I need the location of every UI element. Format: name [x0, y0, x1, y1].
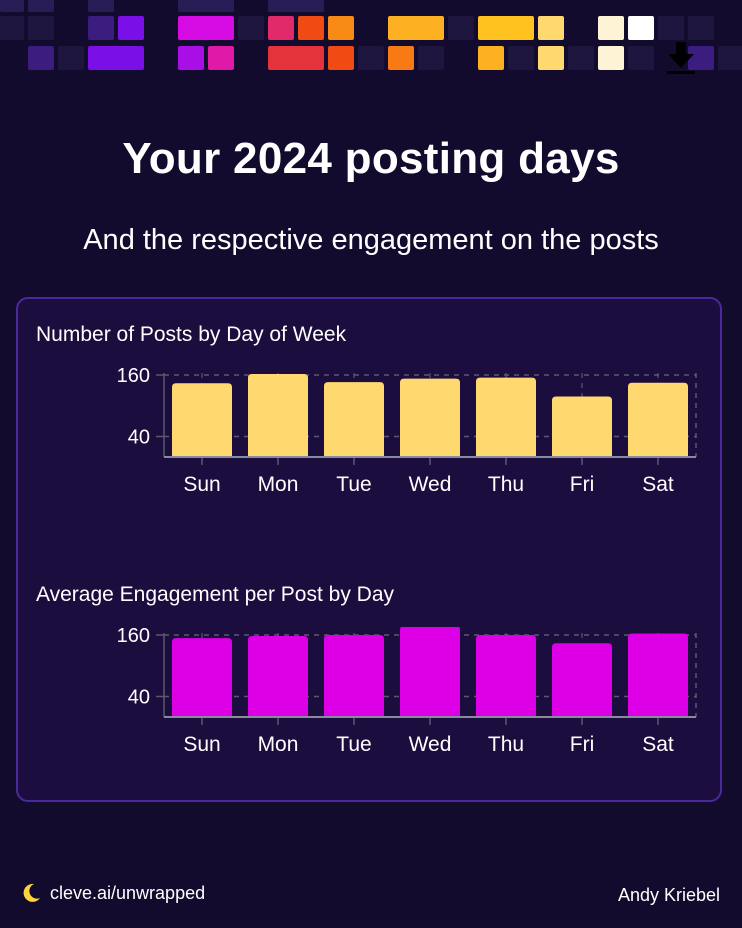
mosaic-tile [478, 46, 504, 70]
bar-mon [248, 636, 308, 717]
x-tick-label: Tue [336, 473, 371, 496]
bar-sat [628, 633, 688, 717]
x-tick-label: Sat [642, 473, 674, 496]
mosaic-tile [118, 16, 144, 40]
mosaic-tile [0, 16, 24, 40]
mosaic-tile [358, 46, 384, 70]
mosaic-tile [508, 46, 534, 70]
posts-chart-title: Number of Posts by Day of Week [36, 323, 347, 346]
x-tick-label: Sun [183, 473, 220, 496]
page-subtitle: And the respective engagement on the pos… [83, 224, 659, 256]
mosaic-tile [28, 16, 54, 40]
bar-wed [400, 627, 460, 717]
bar-thu [476, 377, 536, 457]
mosaic-tile [568, 46, 594, 70]
download-button[interactable] [664, 40, 698, 76]
mosaic-tile [178, 16, 234, 40]
mosaic-tile [208, 46, 234, 70]
mosaic-tile [268, 16, 294, 40]
mosaic-tile [298, 16, 324, 40]
mosaic-tile [388, 16, 444, 40]
x-tick-label: Tue [336, 733, 371, 756]
download-icon [667, 42, 695, 74]
mosaic-tile [658, 16, 684, 40]
charts-panel: Number of Posts by Day of Week 40 160 Sun M… [16, 297, 722, 802]
mosaic-tile [0, 0, 24, 12]
mosaic-tile [718, 46, 742, 70]
x-tick-label: Thu [488, 473, 524, 496]
x-tick-label: Wed [409, 733, 452, 756]
mosaic-tile [598, 16, 624, 40]
mosaic-tile [88, 0, 114, 12]
x-tick-label: Fri [570, 733, 595, 756]
mosaic-tile [88, 16, 114, 40]
y-tick-label: 160 [117, 627, 150, 647]
bar-fri [552, 643, 612, 717]
bar-tue [324, 382, 384, 457]
mosaic-tile [688, 46, 714, 70]
mosaic-tile [418, 46, 444, 70]
mosaic-tile [478, 16, 534, 40]
posts-by-day-chart: 40 160 Sun Mon Tue Wed Thu Fri Sat [117, 367, 697, 496]
mosaic-tile [28, 46, 54, 70]
x-tick-label: Sat [642, 733, 674, 756]
decorative-mosaic-banner [0, 0, 742, 70]
bar-fri [552, 396, 612, 457]
mosaic-tile [268, 46, 324, 70]
mosaic-tile [328, 46, 354, 70]
mosaic-tile [538, 16, 564, 40]
bar-sun [172, 383, 232, 457]
mosaic-tile [238, 16, 264, 40]
x-tick-label: Thu [488, 733, 524, 756]
x-tick-label: Fri [570, 473, 595, 496]
mosaic-tile [88, 46, 144, 70]
x-tick-label: Wed [409, 473, 452, 496]
mosaic-tile [328, 16, 354, 40]
bar-sat [628, 382, 688, 457]
bar-wed [400, 378, 460, 457]
y-tick-label: 40 [128, 687, 150, 709]
mosaic-tile [178, 0, 234, 12]
bar-sun [172, 638, 232, 717]
footer-link-text: cleve.ai/unwrapped [50, 882, 206, 903]
bar-tue [324, 635, 384, 717]
y-tick-label: 40 [128, 427, 150, 449]
moon-logo-icon [23, 883, 40, 902]
bar-thu [476, 635, 536, 717]
x-tick-label: Mon [258, 733, 299, 756]
bar-mon [248, 373, 308, 457]
mosaic-tile [628, 16, 654, 40]
engagement-by-day-chart: 40 160 Sun Mon Tue Wed Thu Fri Sat [117, 627, 697, 756]
author-name: Andy Kriebel [617, 885, 720, 905]
engagement-chart-title: Average Engagement per Post by Day [36, 583, 394, 606]
mosaic-tile [598, 46, 624, 70]
mosaic-tile [268, 0, 324, 12]
mosaic-tile [178, 46, 204, 70]
footer-link[interactable]: cleve.ai/unwrapped [20, 882, 205, 904]
mosaic-tile [28, 0, 54, 12]
mosaic-tile [58, 46, 84, 70]
mosaic-tile [388, 46, 414, 70]
y-tick-label: 160 [117, 367, 150, 387]
mosaic-tile [688, 16, 714, 40]
mosaic-tile [628, 46, 654, 70]
mosaic-tile [538, 46, 564, 70]
mosaic-tile [448, 16, 474, 40]
page-title: Your 2024 posting days [122, 134, 620, 183]
x-tick-label: Mon [258, 473, 299, 496]
x-tick-label: Sun [183, 733, 220, 756]
